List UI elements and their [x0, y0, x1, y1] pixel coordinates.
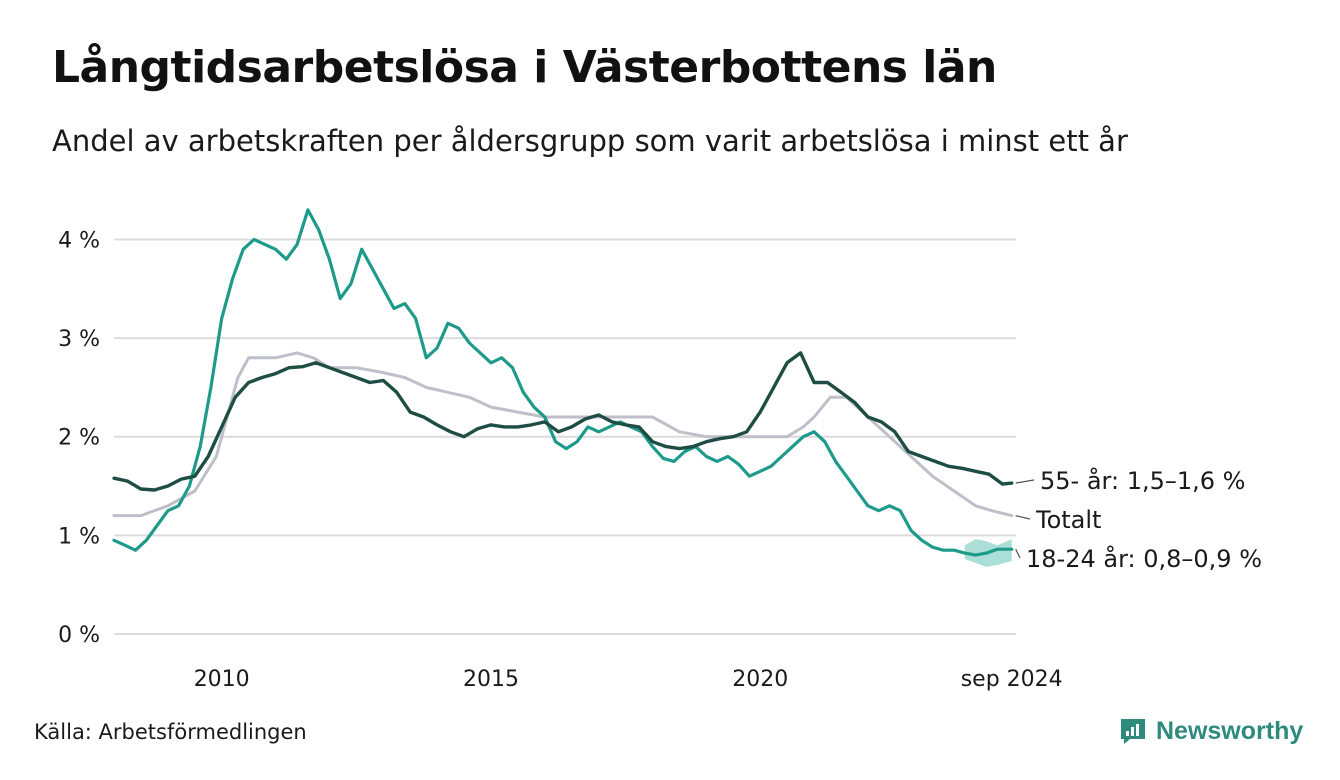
line-chart: 0 % 1 % 2 % 3 % 4 % 2010 2015 2020 sep 2024 55-…: [58, 208, 1262, 692]
series-end-label-s55: 55- år: 1,5–1,6 %: [1040, 466, 1245, 495]
y-tick-label: 0 %: [58, 623, 100, 648]
series-line-total: [112, 351, 1014, 518]
chart-title: Långtidsarbetslösa i Västerbottens län: [52, 42, 997, 93]
x-tick-label: sep 2024: [961, 667, 1063, 692]
label-connector-s55: [1015, 479, 1035, 484]
gridlines: [114, 238, 1016, 635]
y-axis-labels: 0 % 1 % 2 % 3 % 4 %: [58, 228, 100, 648]
y-tick-label: 1 %: [58, 524, 100, 549]
x-axis-labels: 2010 2015 2020 sep 2024: [194, 667, 1063, 692]
brand-logo: Newsworthy: [1118, 714, 1303, 748]
y-tick-label: 3 %: [58, 327, 100, 352]
series-line-s1824: [112, 208, 1014, 557]
y-tick-label: 4 %: [58, 228, 100, 253]
label-connector-total: [1015, 515, 1031, 520]
source-note: Källa: Arbetsförmedlingen: [34, 720, 307, 744]
series-end-label-total: Totalt: [1035, 506, 1101, 534]
chart-subtitle: Andel av arbetskraften per åldersgrupp s…: [52, 124, 1128, 158]
newsworthy-logo-icon: [1121, 719, 1145, 744]
series-lines: [112, 208, 1014, 557]
series-end-labels: 55- år: 1,5–1,6 % Totalt 18-24 år: 0,8–0,9…: [1015, 466, 1262, 573]
brand-name: Newsworthy: [1156, 716, 1304, 745]
label-connector-s1824: [1015, 548, 1021, 559]
series-line-s55: [112, 351, 1014, 492]
series-end-label-s1824: 18-24 år: 0,8–0,9 %: [1026, 544, 1262, 573]
x-tick-label: 2010: [194, 667, 250, 692]
y-tick-label: 2 %: [58, 426, 100, 451]
x-tick-label: 2020: [732, 667, 788, 692]
x-tick-label: 2015: [463, 667, 519, 692]
